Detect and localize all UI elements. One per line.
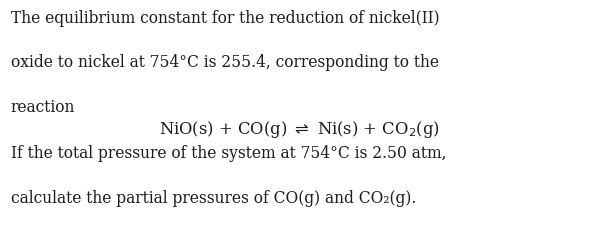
Text: The equilibrium constant for the reduction of nickel(II): The equilibrium constant for the reducti… <box>11 10 440 27</box>
Text: oxide to nickel at 754°C is 255.4, corresponding to the: oxide to nickel at 754°C is 255.4, corre… <box>11 54 439 72</box>
Text: reaction: reaction <box>11 99 75 116</box>
Text: If the total pressure of the system at 754°C is 2.50 atm,: If the total pressure of the system at 7… <box>11 145 446 162</box>
Text: calculate the partial pressures of CO(g) and CO₂(g).: calculate the partial pressures of CO(g)… <box>11 190 416 207</box>
Text: NiO(s) + CO(g) $\rightleftharpoons$ Ni(s) + CO$_2$(g): NiO(s) + CO(g) $\rightleftharpoons$ Ni(s… <box>158 119 440 140</box>
